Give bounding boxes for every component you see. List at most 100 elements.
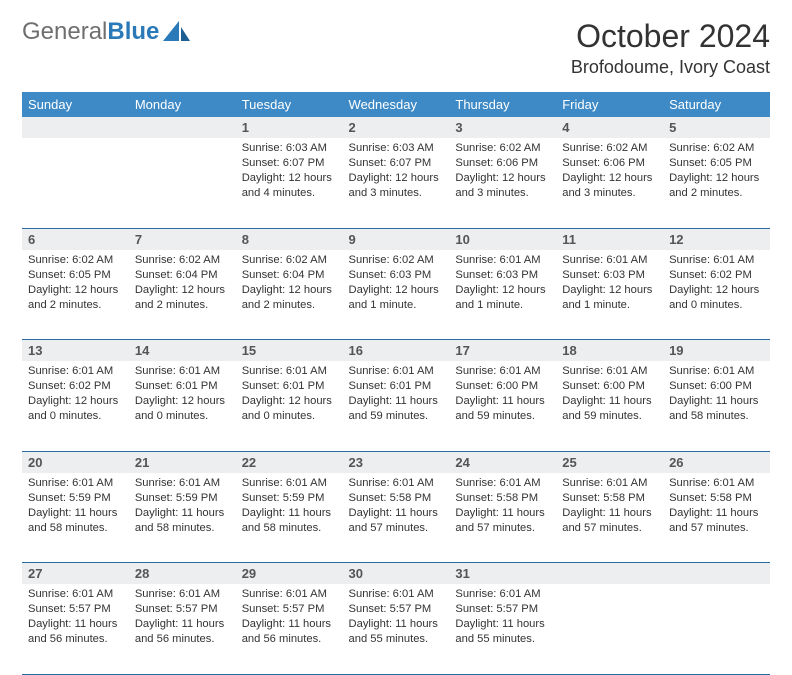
sunset-text: Sunset: 6:07 PM bbox=[242, 156, 337, 171]
sunrise-text: Sunrise: 6:02 AM bbox=[669, 141, 764, 156]
month-title: October 2024 bbox=[571, 18, 770, 55]
day-cell: Sunrise: 6:02 AMSunset: 6:06 PMDaylight:… bbox=[556, 138, 663, 228]
day-number-cell: 2 bbox=[343, 117, 450, 138]
daylight-text: Daylight: 11 hours and 58 minutes. bbox=[242, 506, 337, 536]
sunrise-text: Sunrise: 6:01 AM bbox=[135, 476, 230, 491]
day-number: 7 bbox=[129, 229, 236, 250]
sunset-text: Sunset: 6:05 PM bbox=[28, 268, 123, 283]
day-content: Sunrise: 6:01 AMSunset: 6:03 PMDaylight:… bbox=[449, 250, 556, 319]
sunset-text: Sunset: 6:07 PM bbox=[349, 156, 444, 171]
day-content: Sunrise: 6:02 AMSunset: 6:04 PMDaylight:… bbox=[236, 250, 343, 319]
day-number-row: 12345 bbox=[22, 117, 770, 138]
daylight-text: Daylight: 12 hours and 3 minutes. bbox=[562, 171, 657, 201]
day-cell: Sunrise: 6:02 AMSunset: 6:05 PMDaylight:… bbox=[22, 250, 129, 340]
sunset-text: Sunset: 6:06 PM bbox=[562, 156, 657, 171]
daylight-text: Daylight: 12 hours and 2 minutes. bbox=[135, 283, 230, 313]
day-content: Sunrise: 6:01 AMSunset: 6:00 PMDaylight:… bbox=[663, 361, 770, 430]
day-cell: Sunrise: 6:01 AMSunset: 6:01 PMDaylight:… bbox=[129, 361, 236, 451]
day-number-cell: 22 bbox=[236, 451, 343, 473]
day-number-cell: 8 bbox=[236, 228, 343, 250]
sunrise-text: Sunrise: 6:03 AM bbox=[242, 141, 337, 156]
daylight-text: Daylight: 11 hours and 56 minutes. bbox=[135, 617, 230, 647]
sunset-text: Sunset: 5:57 PM bbox=[135, 602, 230, 617]
day-number-cell: 7 bbox=[129, 228, 236, 250]
day-number-cell: 10 bbox=[449, 228, 556, 250]
day-content: Sunrise: 6:02 AMSunset: 6:06 PMDaylight:… bbox=[449, 138, 556, 207]
day-number-cell: 18 bbox=[556, 340, 663, 362]
daylight-text: Daylight: 11 hours and 57 minutes. bbox=[455, 506, 550, 536]
day-content-row: Sunrise: 6:03 AMSunset: 6:07 PMDaylight:… bbox=[22, 138, 770, 228]
day-number-cell: 29 bbox=[236, 563, 343, 585]
sunset-text: Sunset: 6:02 PM bbox=[28, 379, 123, 394]
sunrise-text: Sunrise: 6:02 AM bbox=[349, 253, 444, 268]
day-number: 5 bbox=[663, 117, 770, 138]
sunrise-text: Sunrise: 6:02 AM bbox=[455, 141, 550, 156]
empty-day-cell bbox=[129, 138, 236, 228]
sunset-text: Sunset: 6:03 PM bbox=[455, 268, 550, 283]
day-content: Sunrise: 6:01 AMSunset: 5:57 PMDaylight:… bbox=[449, 584, 556, 653]
weekday-header: Sunday bbox=[22, 92, 129, 117]
weekday-header-row: SundayMondayTuesdayWednesdayThursdayFrid… bbox=[22, 92, 770, 117]
day-cell: Sunrise: 6:01 AMSunset: 5:58 PMDaylight:… bbox=[449, 473, 556, 563]
day-number: 21 bbox=[129, 452, 236, 473]
daylight-text: Daylight: 12 hours and 4 minutes. bbox=[242, 171, 337, 201]
day-content: Sunrise: 6:01 AMSunset: 5:58 PMDaylight:… bbox=[663, 473, 770, 542]
sunrise-text: Sunrise: 6:01 AM bbox=[349, 587, 444, 602]
sunrise-text: Sunrise: 6:01 AM bbox=[455, 587, 550, 602]
location: Brofodoume, Ivory Coast bbox=[571, 57, 770, 78]
sunset-text: Sunset: 6:02 PM bbox=[669, 268, 764, 283]
day-number: 16 bbox=[343, 340, 450, 361]
day-content: Sunrise: 6:02 AMSunset: 6:05 PMDaylight:… bbox=[22, 250, 129, 319]
daylight-text: Daylight: 12 hours and 3 minutes. bbox=[455, 171, 550, 201]
day-content-row: Sunrise: 6:02 AMSunset: 6:05 PMDaylight:… bbox=[22, 250, 770, 340]
sunset-text: Sunset: 5:57 PM bbox=[349, 602, 444, 617]
day-content: Sunrise: 6:01 AMSunset: 5:59 PMDaylight:… bbox=[236, 473, 343, 542]
sunrise-text: Sunrise: 6:01 AM bbox=[242, 364, 337, 379]
day-number: 4 bbox=[556, 117, 663, 138]
sunrise-text: Sunrise: 6:01 AM bbox=[28, 364, 123, 379]
day-cell: Sunrise: 6:01 AMSunset: 5:57 PMDaylight:… bbox=[236, 584, 343, 674]
logo-text-part1: General bbox=[22, 18, 107, 45]
day-cell: Sunrise: 6:02 AMSunset: 6:03 PMDaylight:… bbox=[343, 250, 450, 340]
day-number-cell: 23 bbox=[343, 451, 450, 473]
day-content: Sunrise: 6:03 AMSunset: 6:07 PMDaylight:… bbox=[236, 138, 343, 207]
day-cell: Sunrise: 6:01 AMSunset: 5:57 PMDaylight:… bbox=[449, 584, 556, 674]
sunrise-text: Sunrise: 6:01 AM bbox=[562, 253, 657, 268]
sunset-text: Sunset: 5:59 PM bbox=[242, 491, 337, 506]
daylight-text: Daylight: 12 hours and 1 minute. bbox=[455, 283, 550, 313]
sunset-text: Sunset: 5:57 PM bbox=[455, 602, 550, 617]
day-number: 8 bbox=[236, 229, 343, 250]
day-cell: Sunrise: 6:01 AMSunset: 6:03 PMDaylight:… bbox=[556, 250, 663, 340]
logo-sail-icon bbox=[163, 21, 191, 43]
day-cell: Sunrise: 6:01 AMSunset: 6:01 PMDaylight:… bbox=[236, 361, 343, 451]
daylight-text: Daylight: 11 hours and 57 minutes. bbox=[562, 506, 657, 536]
day-content: Sunrise: 6:01 AMSunset: 5:57 PMDaylight:… bbox=[129, 584, 236, 653]
sunset-text: Sunset: 5:58 PM bbox=[562, 491, 657, 506]
daylight-text: Daylight: 12 hours and 2 minutes. bbox=[669, 171, 764, 201]
daylight-text: Daylight: 12 hours and 0 minutes. bbox=[669, 283, 764, 313]
empty-daynum-cell bbox=[22, 117, 129, 138]
day-content: Sunrise: 6:01 AMSunset: 6:00 PMDaylight:… bbox=[449, 361, 556, 430]
sunrise-text: Sunrise: 6:02 AM bbox=[28, 253, 123, 268]
day-content: Sunrise: 6:02 AMSunset: 6:06 PMDaylight:… bbox=[556, 138, 663, 207]
day-number: 30 bbox=[343, 563, 450, 584]
day-content: Sunrise: 6:01 AMSunset: 5:58 PMDaylight:… bbox=[343, 473, 450, 542]
day-number-row: 2728293031 bbox=[22, 563, 770, 585]
day-number: 31 bbox=[449, 563, 556, 584]
day-number: 27 bbox=[22, 563, 129, 584]
empty-day-cell bbox=[556, 584, 663, 674]
weekday-header: Wednesday bbox=[343, 92, 450, 117]
sunrise-text: Sunrise: 6:01 AM bbox=[242, 587, 337, 602]
day-number: 11 bbox=[556, 229, 663, 250]
daylight-text: Daylight: 11 hours and 58 minutes. bbox=[669, 394, 764, 424]
day-number: 2 bbox=[343, 117, 450, 138]
day-cell: Sunrise: 6:02 AMSunset: 6:05 PMDaylight:… bbox=[663, 138, 770, 228]
day-cell: Sunrise: 6:01 AMSunset: 6:02 PMDaylight:… bbox=[663, 250, 770, 340]
day-cell: Sunrise: 6:02 AMSunset: 6:04 PMDaylight:… bbox=[236, 250, 343, 340]
daylight-text: Daylight: 11 hours and 58 minutes. bbox=[135, 506, 230, 536]
sunset-text: Sunset: 6:00 PM bbox=[455, 379, 550, 394]
weekday-header: Tuesday bbox=[236, 92, 343, 117]
logo-text: GeneralBlue bbox=[22, 18, 159, 46]
day-number-row: 6789101112 bbox=[22, 228, 770, 250]
daylight-text: Daylight: 12 hours and 0 minutes. bbox=[242, 394, 337, 424]
